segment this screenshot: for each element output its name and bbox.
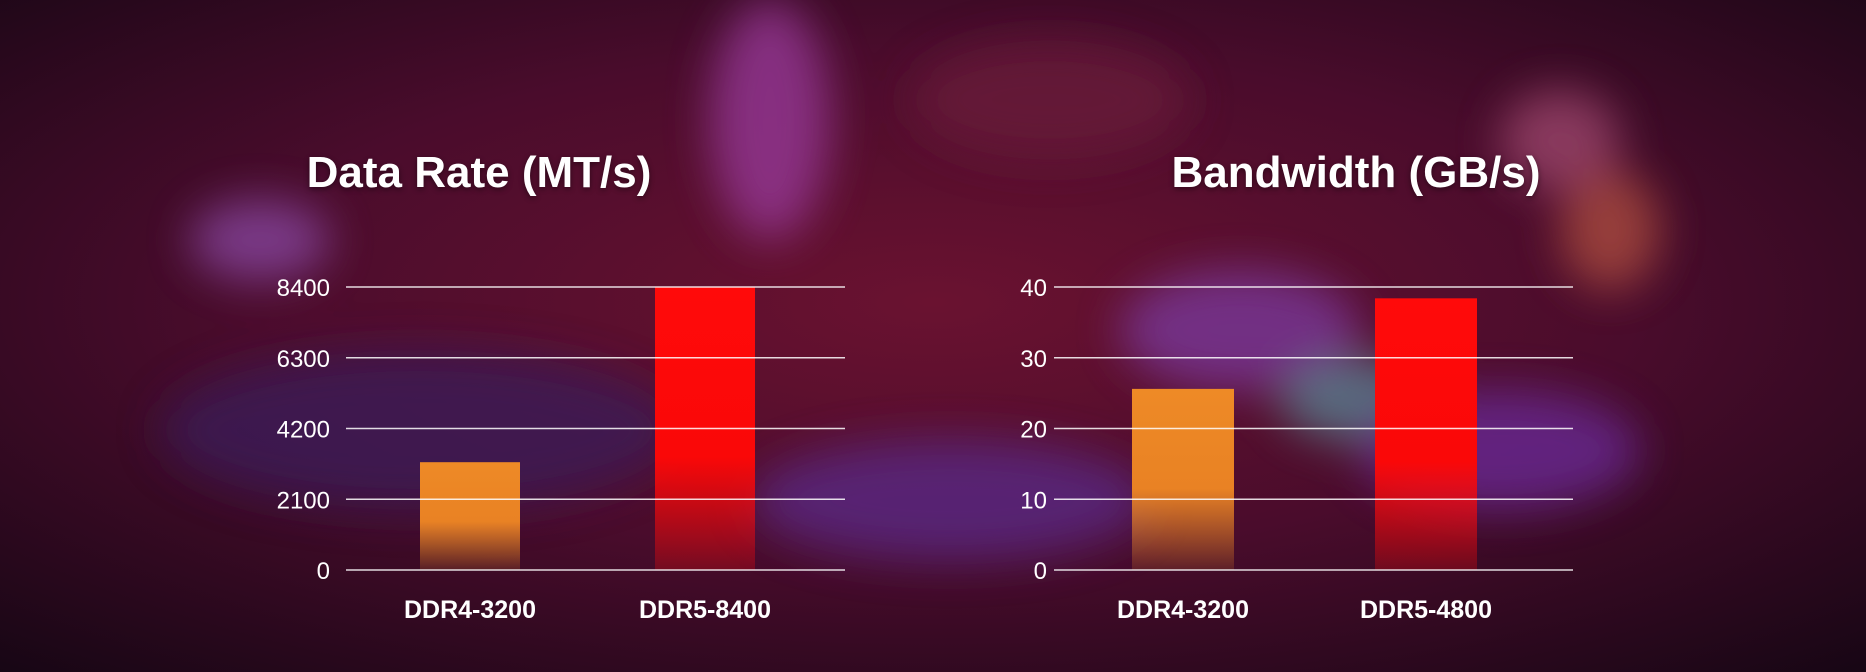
chart-title: Bandwidth (GB/s) bbox=[1171, 148, 1541, 197]
y-tick-label: 4200 bbox=[277, 417, 330, 444]
bar-ddr4-3200 bbox=[420, 462, 520, 570]
y-tick-label: 10 bbox=[1020, 487, 1047, 514]
category-label: DDR4-3200 bbox=[404, 596, 536, 624]
y-tick-label: 20 bbox=[1020, 417, 1047, 444]
y-tick-label: 0 bbox=[317, 558, 330, 585]
category-label: DDR5-4800 bbox=[1360, 596, 1492, 624]
category-label: DDR5-8400 bbox=[639, 596, 771, 624]
y-tick-label: 6300 bbox=[277, 346, 330, 373]
chart-title: Data Rate (MT/s) bbox=[306, 148, 652, 197]
category-label: DDR4-3200 bbox=[1117, 596, 1249, 624]
y-tick-label: 30 bbox=[1020, 346, 1047, 373]
bandwidth-plot: 0 10 20 30 40 DDR4-3200 DDR5-4800 bbox=[1020, 275, 1573, 624]
y-tick-label: 0 bbox=[1034, 558, 1047, 585]
bandwidth-chart: Bandwidth (GB/s) 0 10 20 30 40 DDR4-3200 DDR5-… bbox=[933, 0, 1866, 672]
bar-ddr4-3200 bbox=[1132, 388, 1234, 570]
data-rate-plot: 0 2100 4200 6300 8400 DDR4-3200 DDR5-8400 bbox=[277, 275, 845, 624]
y-tick-label: 40 bbox=[1020, 275, 1047, 302]
data-rate-chart: Data Rate (MT/s) 0 2100 4200 6300 8400 DDR4-3… bbox=[277, 148, 845, 624]
y-tick-label: 2100 bbox=[277, 487, 330, 514]
bar-ddr5-4800 bbox=[1375, 298, 1477, 570]
y-tick-label: 8400 bbox=[277, 275, 330, 302]
